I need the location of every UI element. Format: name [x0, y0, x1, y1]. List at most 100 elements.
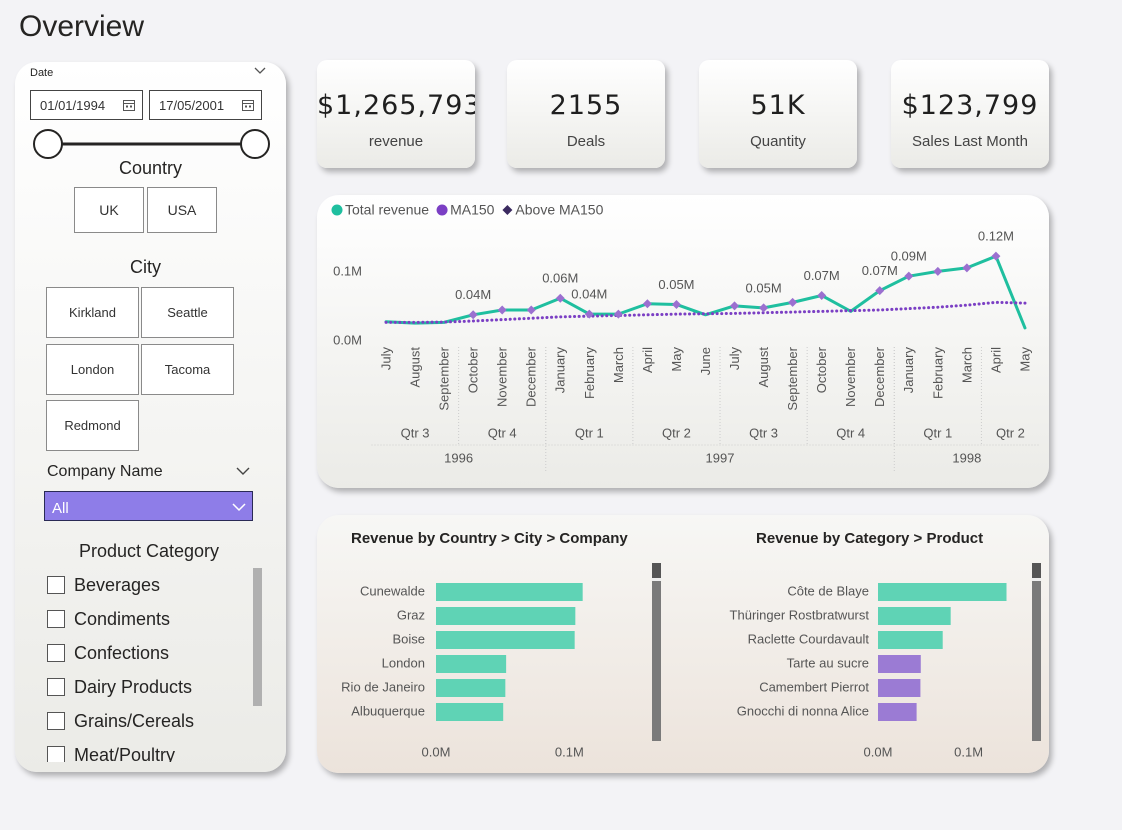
data-label: 0.06M	[542, 271, 578, 286]
quarter-label: Qtr 3	[401, 425, 430, 440]
legend-label: Above MA150	[515, 202, 603, 218]
checkbox[interactable]	[47, 746, 65, 762]
category-option[interactable]: Beverages	[74, 575, 161, 595]
date-label: Date	[30, 67, 54, 79]
diamond-marker	[788, 297, 798, 307]
ma-line	[384, 300, 1027, 324]
checkbox[interactable]	[47, 678, 65, 696]
country-button[interactable]: USA	[147, 187, 217, 233]
diamond-marker	[555, 293, 565, 303]
x-tick-label: 0.1M	[555, 744, 584, 759]
bar	[436, 655, 507, 673]
legend-marker	[436, 204, 448, 216]
country-button[interactable]: UK	[74, 187, 144, 233]
date-end: 17/05/2001	[159, 97, 225, 113]
kpi-card: $123,799 Sales Last Month	[891, 60, 1049, 168]
diamond-marker	[497, 305, 507, 315]
kpi-card: $1,265,793 revenue	[317, 60, 475, 168]
x-tick-label: May	[1017, 347, 1032, 372]
category-label: Boise	[392, 631, 425, 646]
bar	[878, 655, 921, 673]
diamond-marker	[817, 290, 827, 300]
date-end-input[interactable]: 17/05/2001	[149, 90, 262, 120]
bar	[436, 631, 575, 649]
chart-title: Revenue by Country > City > Company	[351, 530, 628, 547]
bar-chart-card: Revenue by Country > City > Company Cunew…	[317, 515, 1049, 773]
category-option[interactable]: Dairy Products	[74, 677, 193, 697]
x-tick-label: November	[843, 346, 858, 407]
legend-marker	[502, 205, 513, 215]
x-tick-label: April	[640, 347, 655, 373]
bar-charts: Revenue by Country > City > Company Cunew…	[341, 530, 1041, 759]
x-tick-label: September	[785, 346, 800, 410]
date-chevron[interactable]	[253, 66, 267, 76]
city-title: City	[130, 257, 161, 277]
x-tick-label: 0.1M	[954, 744, 983, 759]
page-title: Overview	[19, 10, 145, 43]
line-chart: 0.0M 0.1M July August September October Novemb…	[331, 202, 1040, 473]
diamond-marker	[904, 271, 914, 281]
data-label: 0.05M	[658, 277, 694, 292]
quarter-label: Qtr 2	[662, 425, 691, 440]
category-label: Albuquerque	[351, 703, 425, 718]
category-label: Graz	[397, 607, 425, 622]
diamond-marker	[468, 310, 478, 320]
kpi-value: 2155	[549, 90, 623, 121]
checkbox[interactable]	[47, 644, 65, 662]
diamond-marker	[613, 309, 623, 319]
city-button[interactable]: Kirkland	[46, 287, 139, 338]
x-tick-label: October	[814, 346, 829, 393]
city-button[interactable]: Tacoma	[141, 343, 234, 395]
kpi-label: revenue	[368, 133, 424, 150]
year-label: 1996	[444, 450, 473, 465]
x-tick-label: August	[756, 347, 771, 388]
city-button[interactable]: Seattle	[141, 287, 234, 338]
checkbox[interactable]	[47, 576, 65, 594]
scrollbar-thumb[interactable]	[1032, 563, 1041, 578]
year-label: 1997	[706, 450, 735, 465]
chart-title: Revenue by Category > Product	[756, 530, 983, 547]
bar	[436, 583, 583, 601]
category-label: Côte de Blaye	[787, 583, 869, 598]
diamond-marker	[526, 305, 536, 315]
scrollbar-track[interactable]	[1032, 563, 1041, 741]
category-option[interactable]: Meat/Poultry	[74, 745, 176, 762]
x-tick-label: August	[408, 347, 423, 388]
category-label: Gnocchi di nonna Alice	[737, 703, 869, 718]
checkbox[interactable]	[47, 610, 65, 628]
city-button[interactable]: Redmond	[46, 400, 139, 451]
calendar-icon	[123, 100, 135, 111]
date-slider[interactable]	[15, 124, 286, 164]
kpi-label: Sales Last Month	[912, 133, 1028, 150]
scrollbar-thumb[interactable]	[652, 563, 661, 578]
x-tick-label: December	[872, 346, 887, 407]
data-label: 0.12M	[978, 229, 1014, 244]
diamond-marker	[584, 309, 594, 319]
x-tick-label: January	[901, 347, 916, 394]
x-tick-label: October	[466, 346, 481, 393]
scrollbar[interactable]	[253, 568, 262, 706]
quarter-label: Qtr 4	[488, 425, 517, 440]
category-option[interactable]: Grains/Cereals	[74, 711, 195, 731]
date-start-input[interactable]: 01/01/1994	[30, 90, 143, 120]
category-option[interactable]: Confections	[74, 643, 170, 663]
checkbox[interactable]	[47, 712, 65, 730]
category-label: Camembert Pierrot	[759, 679, 869, 694]
bar	[878, 631, 943, 649]
scrollbar-track[interactable]	[652, 563, 661, 741]
bar	[878, 679, 921, 697]
legend-label: Total revenue	[345, 202, 429, 218]
company-chevron[interactable]	[235, 466, 251, 476]
quarter-label: Qtr 3	[749, 425, 778, 440]
category-option[interactable]: Condiments	[74, 609, 171, 629]
data-label: 0.07M	[804, 268, 840, 283]
x-tick-label: July	[378, 347, 393, 371]
diamond-marker	[642, 299, 652, 309]
diamond-marker	[962, 263, 972, 273]
city-button[interactable]: London	[46, 343, 139, 395]
x-tick-label: December	[524, 346, 539, 407]
x-tick-label: 0.0M	[422, 744, 451, 759]
quarter-label: Qtr 1	[575, 425, 604, 440]
company-dropdown[interactable]: All	[44, 491, 253, 521]
x-tick-label: February	[930, 347, 945, 400]
